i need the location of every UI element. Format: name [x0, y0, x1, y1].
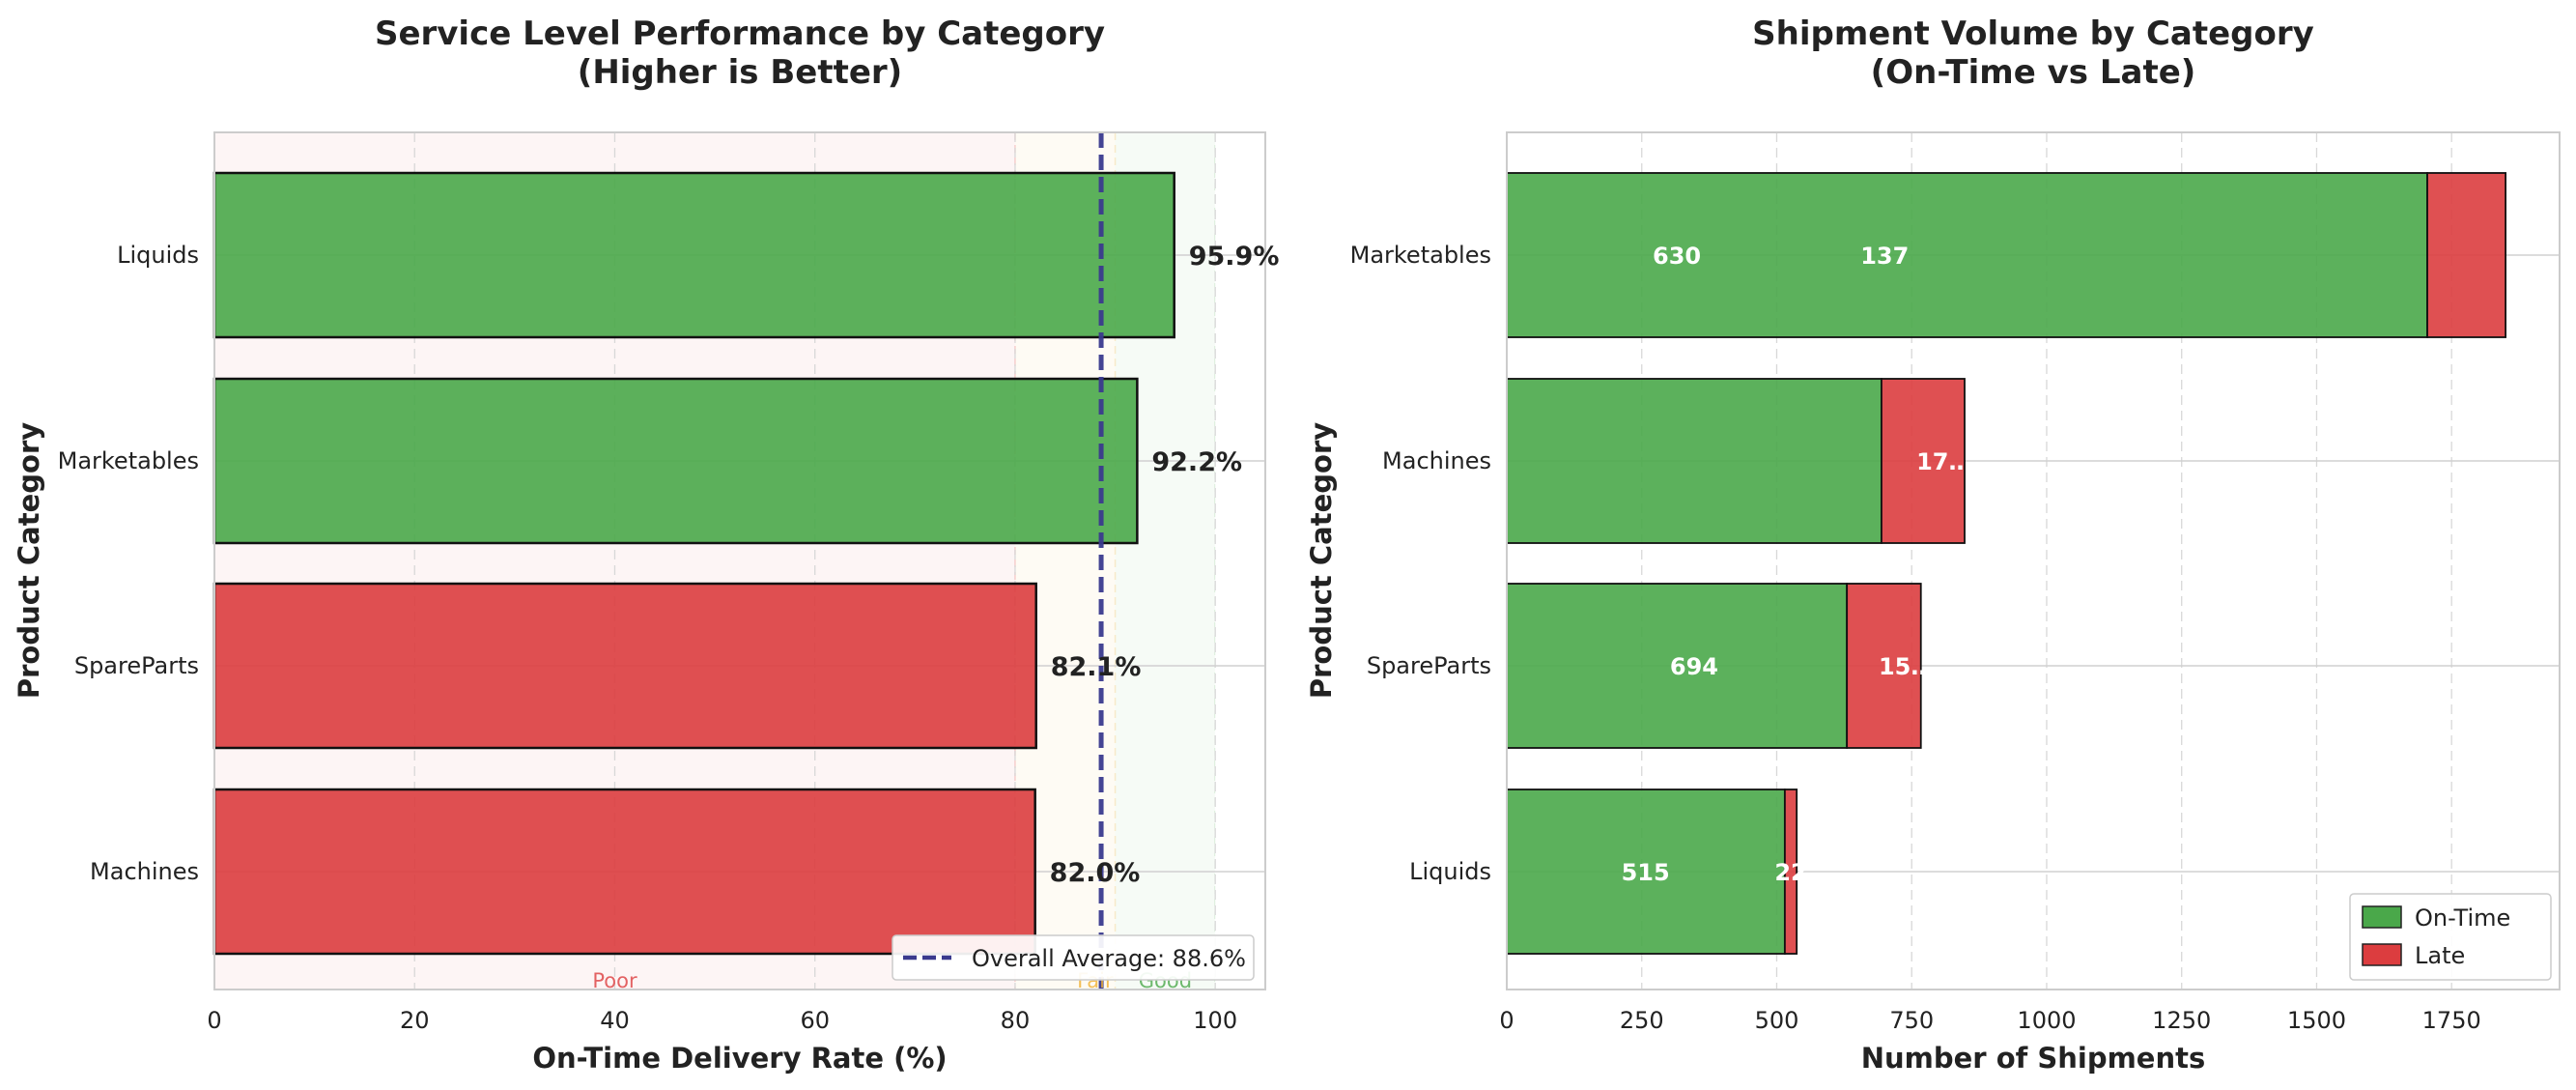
chart1-bars: [212, 171, 1175, 956]
chart2-x-tick-label: 750: [1889, 1007, 1934, 1034]
chart2-x-tick-label: 250: [1620, 1007, 1664, 1034]
chart1-x-tick-label: 20: [400, 1007, 430, 1034]
chart2-bars: [1506, 172, 2507, 955]
chart2-annotation: 22: [1774, 859, 1806, 886]
chart1-x-tick-label: 100: [1193, 1007, 1237, 1034]
chart1-y-tick-label: Machines: [90, 858, 199, 885]
on-time-legend-swatch: [2362, 905, 2402, 929]
chart2-annotation: 515: [1622, 859, 1670, 886]
chart1-value-label: 95.9%: [1189, 242, 1280, 272]
chart1-value-label: 92.2%: [1151, 447, 1242, 477]
chart1-title-line1: Service Level Performance by Category: [375, 14, 1105, 53]
bar-marketables-on-time: [1506, 172, 2428, 338]
chart1-x-tick-label: 40: [600, 1007, 630, 1034]
chart2-y-tick-label: Machines: [1382, 447, 1491, 474]
chart2-annotation: 15…: [1879, 653, 1934, 680]
chart2-x-axis-label: Number of Shipments: [1861, 1042, 2205, 1075]
zone-band-beyond: [1215, 132, 1265, 990]
average-legend-label: Overall Average: 88.6%: [972, 945, 1246, 972]
chart1-value-label: 82.0%: [1050, 858, 1141, 888]
chart2-x-tick-label: 1500: [2287, 1007, 2346, 1034]
chart2-y-tick-labels: Marketables Machines SpareParts Liquids: [1350, 242, 1491, 885]
service-level-chart: Service Level Performance by Category (H…: [13, 14, 1279, 1075]
chart2-x-tick-label: 1250: [2152, 1007, 2211, 1034]
bar-spareparts-late: [1846, 583, 1922, 749]
bar-liquids: [212, 171, 1175, 339]
chart2-legend: On-Time Late: [2349, 893, 2552, 981]
chart1-x-tick-label: 60: [800, 1007, 830, 1034]
chart1-y-axis-label: Product Category: [13, 422, 45, 699]
chart2-annotation: 137: [1860, 243, 1909, 270]
on-time-legend-label: On-Time: [2415, 904, 2510, 932]
chart2-title-line1: Shipment Volume by Category: [1752, 14, 2314, 53]
chart2-x-tick-label: 0: [1499, 1007, 1514, 1034]
late-legend-swatch: [2362, 943, 2402, 966]
chart2-plot-frame: [1506, 131, 2561, 990]
chart2-y-tick-label: SpareParts: [1367, 652, 1491, 679]
chart1-x-axis-label: On-Time Delivery Rate (%): [532, 1042, 947, 1075]
bar-marketables: [212, 377, 1139, 545]
bar-marketables-late: [2426, 172, 2507, 338]
chart2-title-line2: (On-Time vs Late): [1871, 53, 2196, 92]
chart1-legend: Overall Average: 88.6%: [892, 934, 1255, 981]
shipment-volume-chart: Shipment Volume by Category (On-Time vs …: [1305, 14, 2561, 1075]
chart1-y-tick-label: Liquids: [117, 242, 199, 269]
bar-liquids-on-time: [1506, 789, 1786, 955]
chart2-x-tick-label: 1000: [2017, 1007, 2076, 1034]
chart2-annotations: 630 137 17… 694 15… 515 22: [1622, 243, 1972, 886]
zone-label-poor: Poor: [592, 969, 637, 992]
chart1-value-labels: 95.9% 92.2% 82.1% 82.0%: [1050, 242, 1280, 888]
chart2-y-tick-label: Marketables: [1350, 242, 1491, 269]
bar-machines-late: [1881, 378, 1966, 544]
chart1-legend-box: [892, 934, 1255, 981]
bar-liquids-late: [1783, 789, 1798, 955]
chart1-plot-frame: [213, 131, 1266, 990]
chart1-x-tick-labels: 0 20 40 60 80 100: [207, 1007, 1237, 1034]
chart1-x-tick-label: 80: [1001, 1007, 1031, 1034]
chart1-x-tick-label: 0: [207, 1007, 221, 1034]
bar-machines-on-time: [1506, 378, 1882, 544]
late-legend-label: Late: [2415, 942, 2465, 969]
chart2-y-tick-label: Liquids: [1409, 858, 1491, 885]
bar-spareparts: [212, 582, 1037, 750]
chart1-y-tick-label: Marketables: [58, 447, 199, 474]
chart2-x-tick-labels: 0 250 500 750 1000 1250 1500 1750: [1499, 1007, 2480, 1034]
bar-machines: [212, 788, 1036, 956]
chart1-title-line2: (Higher is Better): [578, 53, 902, 92]
chart1-y-tick-labels: Liquids Marketables SpareParts Machines: [58, 242, 199, 885]
chart2-annotation: 694: [1670, 653, 1718, 680]
chart1-value-label: 82.1%: [1051, 652, 1142, 682]
chart2-annotation: 630: [1653, 243, 1701, 270]
chart2-x-tick-label: 500: [1755, 1007, 1799, 1034]
chart2-annotation: 17…: [1916, 448, 1971, 475]
chart2-x-tick-label: 1750: [2422, 1007, 2481, 1034]
chart2-y-axis-label: Product Category: [1305, 422, 1338, 699]
chart1-y-tick-label: SpareParts: [74, 652, 199, 679]
